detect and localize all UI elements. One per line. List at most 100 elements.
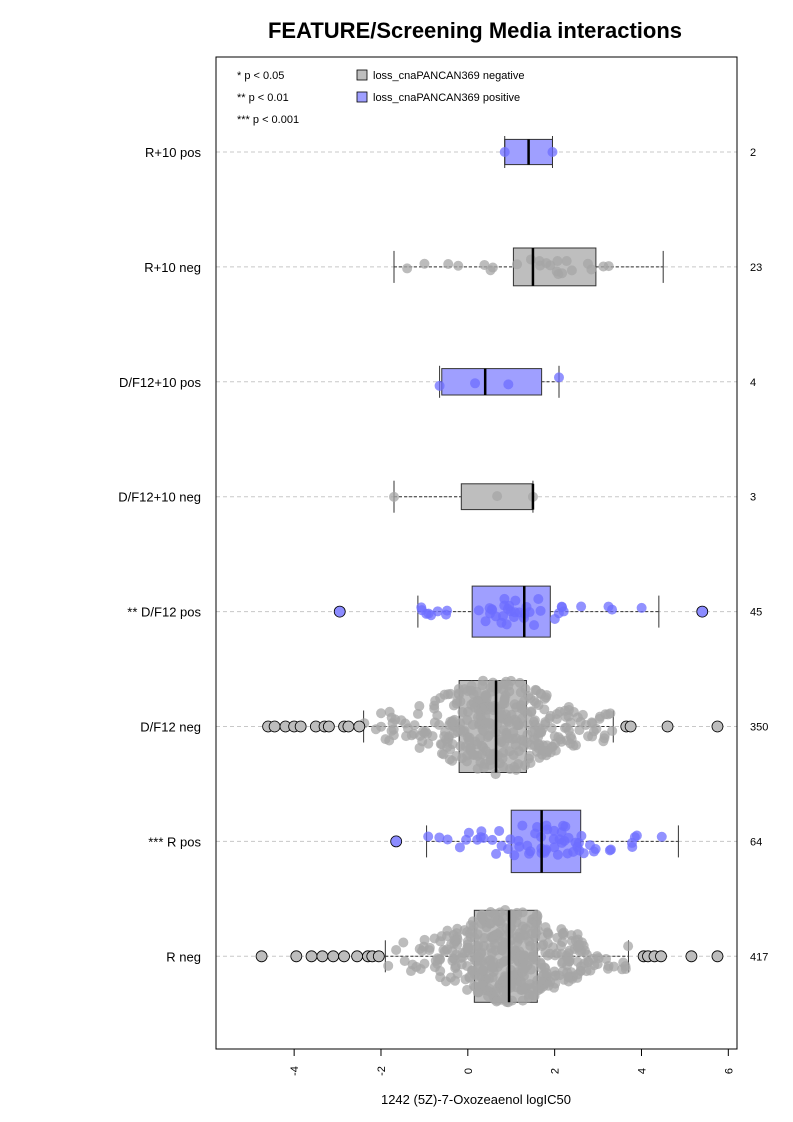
- data-point: [529, 620, 540, 631]
- data-point: [517, 984, 528, 995]
- row-label: D/F12+10 pos: [119, 375, 202, 390]
- outlier-point: [351, 950, 364, 963]
- data-point: [574, 845, 585, 856]
- data-point: [587, 731, 598, 742]
- data-point: [508, 749, 519, 760]
- data-point: [503, 717, 514, 728]
- data-point: [477, 724, 488, 735]
- data-point: [465, 685, 476, 696]
- data-point: [453, 260, 464, 271]
- legend-label-negative: loss_cnaPANCAN369 negative: [373, 70, 524, 82]
- data-point: [449, 714, 460, 725]
- data-point: [481, 692, 492, 703]
- data-point: [553, 732, 564, 743]
- data-point: [484, 749, 495, 760]
- data-point: [603, 601, 614, 612]
- data-point: [492, 491, 503, 502]
- data-point: [429, 703, 440, 714]
- data-point: [535, 605, 546, 616]
- data-point: [489, 931, 500, 942]
- data-point: [455, 724, 466, 735]
- data-point: [541, 258, 552, 269]
- row-count: 350: [750, 722, 768, 734]
- data-point: [389, 491, 400, 502]
- data-point: [515, 951, 526, 962]
- data-point: [472, 987, 483, 998]
- x-tick-label: -2: [376, 1066, 388, 1076]
- x-tick-label: -4: [289, 1066, 301, 1076]
- data-point: [462, 984, 473, 995]
- data-point: [557, 928, 568, 939]
- data-point: [464, 928, 475, 939]
- data-point: [530, 954, 541, 965]
- data-point: [487, 262, 498, 273]
- data-point: [487, 834, 498, 845]
- data-point: [478, 940, 489, 951]
- data-point: [580, 719, 591, 730]
- row-count: 4: [750, 377, 756, 389]
- data-point: [462, 961, 473, 972]
- data-point: [478, 833, 489, 844]
- data-point: [482, 731, 493, 742]
- data-point: [509, 850, 520, 861]
- sig-legend-1: * p < 0.05: [237, 70, 284, 82]
- data-point: [497, 912, 508, 923]
- data-point: [487, 972, 498, 983]
- data-point: [409, 720, 420, 731]
- data-point: [442, 742, 453, 753]
- data-point: [590, 844, 601, 855]
- row-count: 64: [750, 836, 762, 848]
- data-point: [554, 834, 565, 845]
- data-point: [517, 820, 528, 831]
- x-tick-label: 4: [636, 1068, 648, 1074]
- data-point: [511, 917, 522, 928]
- x-axis: -4 -2 0 2 4 6: [289, 1048, 735, 1076]
- data-point: [557, 268, 568, 279]
- outlier-point: [711, 720, 724, 733]
- data-point: [383, 960, 394, 971]
- sig-legend-3: *** p < 0.001: [237, 114, 299, 126]
- data-point: [508, 727, 519, 738]
- outlier-point: [696, 605, 709, 618]
- data-point: [496, 617, 507, 628]
- data-point: [417, 736, 428, 747]
- outlier-point: [333, 605, 346, 618]
- data-point: [525, 846, 536, 857]
- data-point: [553, 372, 564, 383]
- legend-swatch-positive: [356, 91, 368, 103]
- outlier-point: [305, 950, 318, 963]
- data-point: [445, 972, 456, 983]
- row-label: D/F12 neg: [140, 720, 201, 735]
- data-point: [496, 994, 507, 1005]
- outlier-point: [255, 950, 268, 963]
- data-point: [391, 944, 402, 955]
- data-point: [629, 832, 640, 843]
- data-point: [617, 964, 628, 975]
- data-point: [472, 951, 483, 962]
- data-point: [545, 747, 556, 758]
- x-tick-label: 2: [550, 1068, 562, 1074]
- row-label: R+10 neg: [144, 260, 201, 275]
- data-point: [479, 762, 490, 773]
- data-point: [533, 594, 544, 605]
- data-point: [540, 717, 551, 728]
- data-point: [603, 960, 614, 971]
- data-point: [576, 937, 587, 948]
- data-point: [457, 947, 468, 958]
- data-point: [559, 705, 570, 716]
- data-point: [442, 834, 453, 845]
- data-point: [570, 740, 581, 751]
- data-point: [384, 735, 395, 746]
- outlier-point: [661, 720, 674, 733]
- data-point: [549, 613, 560, 624]
- data-point: [540, 845, 551, 856]
- data-point: [542, 928, 553, 939]
- data-point: [547, 147, 558, 157]
- data-point: [607, 725, 618, 736]
- data-point: [473, 605, 484, 616]
- data-point: [480, 616, 491, 627]
- data-point: [534, 752, 545, 763]
- data-point: [530, 942, 541, 953]
- data-point: [542, 950, 553, 961]
- data-point: [384, 706, 395, 717]
